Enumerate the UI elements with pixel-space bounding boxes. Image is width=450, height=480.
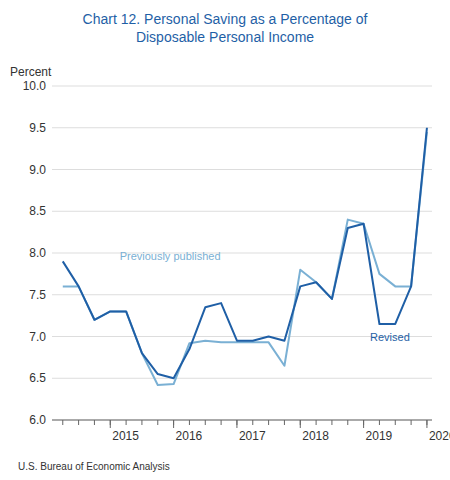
- footnote: U.S. Bureau of Economic Analysis: [18, 461, 170, 472]
- x-tick-mark: [126, 420, 127, 425]
- grid-line: [52, 253, 432, 254]
- grid-line: [52, 420, 432, 421]
- y-tick-label: 8.0: [29, 246, 46, 260]
- grid-line: [52, 86, 432, 87]
- x-tick-mark: [189, 420, 190, 425]
- x-tick-label: 2015: [112, 429, 139, 443]
- series-label: Revised: [370, 331, 410, 343]
- x-tick-mark: [94, 420, 95, 425]
- y-tick-label: 6.5: [29, 371, 46, 385]
- title-line: Disposable Personal Income: [136, 29, 314, 45]
- y-tick-label: 7.5: [29, 288, 46, 302]
- grid-line: [52, 211, 432, 212]
- x-tick-mark: [62, 420, 63, 425]
- x-tick-mark: [316, 420, 317, 425]
- x-tick-mark: [395, 420, 396, 425]
- grid-line: [52, 127, 432, 128]
- y-tick-label: 6.0: [29, 413, 46, 427]
- x-tick-label: 2019: [366, 429, 393, 443]
- x-tick: [363, 420, 364, 428]
- x-tick: [236, 420, 237, 428]
- x-tick-mark: [347, 420, 348, 425]
- x-tick-mark: [141, 420, 142, 425]
- grid-line: [52, 169, 432, 170]
- y-tick-label: 9.0: [29, 163, 46, 177]
- x-tick: [173, 420, 174, 428]
- x-tick-label: 2018: [302, 429, 329, 443]
- x-tick-mark: [331, 420, 332, 425]
- title: Chart 12. Personal Saving as a Percentag…: [83, 11, 368, 45]
- x-tick-mark: [205, 420, 206, 425]
- series-line: [63, 132, 427, 385]
- x-tick-mark: [252, 420, 253, 425]
- x-tick-label: 2020: [429, 429, 450, 443]
- y-tick-label: 9.5: [29, 121, 46, 135]
- x-tick-mark: [157, 420, 158, 425]
- x-tick-mark: [268, 420, 269, 425]
- x-tick-label: 2016: [176, 429, 203, 443]
- x-tick-mark: [221, 420, 222, 425]
- series-label: Previously published: [120, 250, 221, 262]
- grid-line: [52, 378, 432, 379]
- x-tick-mark: [379, 420, 380, 425]
- x-tick-mark: [78, 420, 79, 425]
- y-tick-label: 7.0: [29, 330, 46, 344]
- y-tick-label: 10.0: [23, 79, 47, 93]
- x-axis-line: [52, 420, 432, 421]
- x-tick-mark: [284, 420, 285, 425]
- x-tick: [300, 420, 301, 428]
- y-axis-label: Percent: [10, 65, 52, 79]
- title-line: Chart 12. Personal Saving as a Percentag…: [83, 11, 368, 27]
- chart: Chart 12. Personal Saving as a Percentag…: [0, 0, 450, 480]
- lines: [63, 128, 427, 385]
- x-axis: 2015 2016 2017 2018 2019 2020: [63, 420, 450, 443]
- x-tick: [426, 420, 427, 428]
- x-tick: [110, 420, 111, 428]
- y-tick-label: 8.5: [29, 204, 46, 218]
- y-axis: 6.0 6.5 7.0 7.5 8.0 8.5 9.0 9.5 10.0: [23, 79, 432, 427]
- series-line: [63, 128, 427, 379]
- x-tick-mark: [411, 420, 412, 425]
- x-tick-label: 2017: [239, 429, 266, 443]
